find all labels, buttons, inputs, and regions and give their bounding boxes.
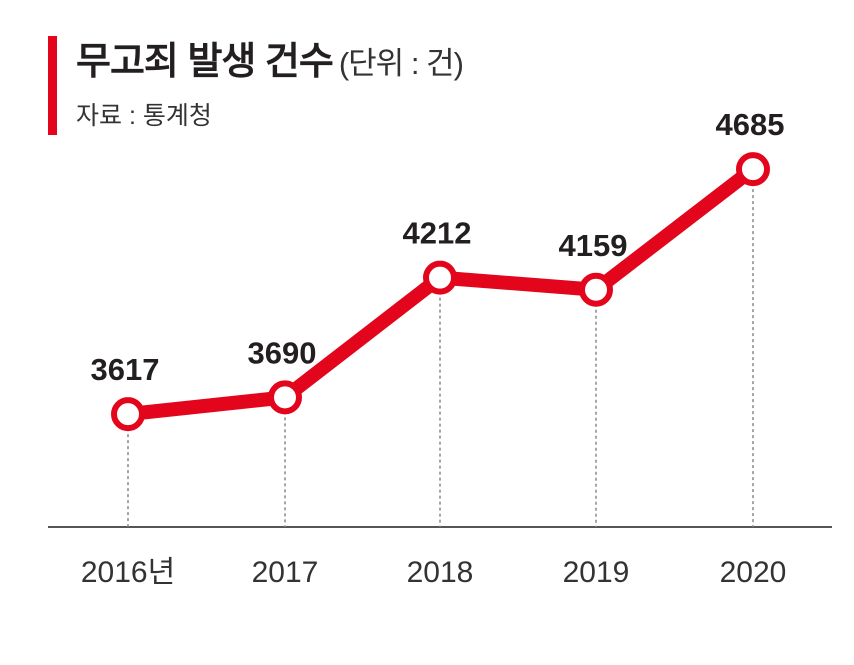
- x-tick-label: 2019: [563, 556, 630, 589]
- data-point: [111, 397, 145, 432]
- chart-title: 무고죄 발생 건수 (단위 : 건): [76, 30, 464, 85]
- data-label: 4159: [559, 228, 628, 263]
- data-point: [268, 380, 302, 415]
- title-text: 무고죄 발생 건수: [76, 41, 334, 83]
- source-label: 자료 : 통계청: [76, 102, 212, 130]
- unit-label: (단위 : 건): [338, 46, 464, 81]
- x-tick-label: 2016년: [81, 556, 175, 589]
- data-label: 3690: [248, 335, 317, 370]
- data-label: 4685: [716, 107, 785, 142]
- data-label: 3617: [91, 352, 160, 387]
- data-point: [579, 272, 613, 307]
- x-tick-label: 2020: [720, 556, 787, 589]
- data-point: [736, 152, 770, 187]
- x-tick-label: 2018: [407, 556, 474, 589]
- title-accent-bar: [48, 36, 57, 135]
- data-point: [423, 260, 457, 295]
- x-tick-label: 2017: [252, 556, 319, 589]
- data-label: 4212: [403, 216, 472, 251]
